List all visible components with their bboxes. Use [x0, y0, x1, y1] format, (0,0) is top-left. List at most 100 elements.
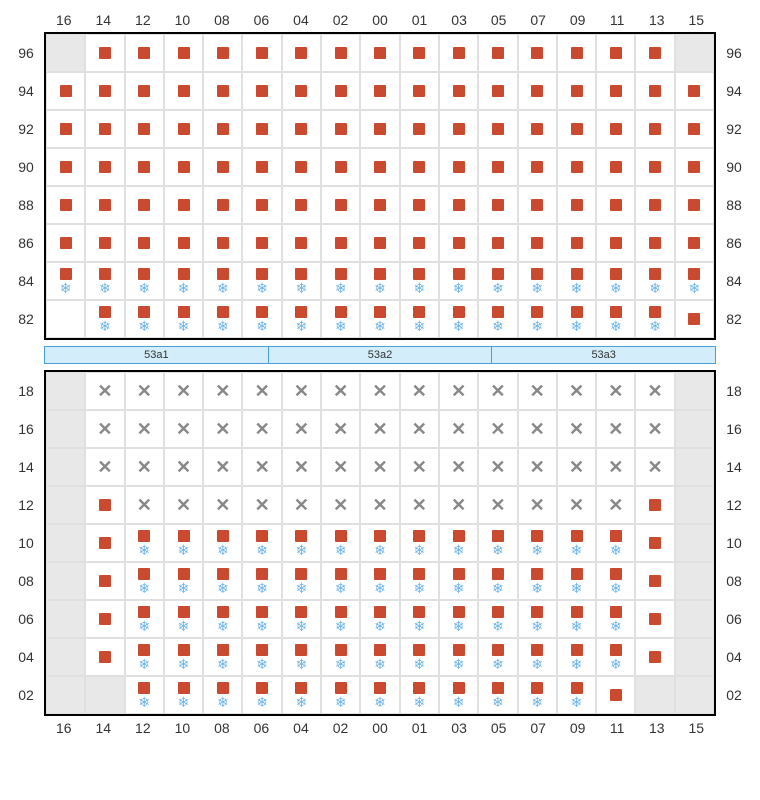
seat-cell[interactable]: ✕	[321, 486, 360, 524]
seat-cell[interactable]	[557, 34, 596, 72]
seat-cell[interactable]: ✕	[242, 486, 281, 524]
seat-cell[interactable]: ❄	[164, 600, 203, 638]
seat-cell[interactable]: ❄	[282, 676, 321, 714]
seat-cell[interactable]	[596, 34, 635, 72]
seat-cell[interactable]: ❄	[203, 562, 242, 600]
seat-cell[interactable]	[321, 72, 360, 110]
seat-cell[interactable]: ❄	[478, 562, 517, 600]
seat-cell[interactable]: ✕	[557, 486, 596, 524]
seat-cell[interactable]	[400, 72, 439, 110]
seat-cell[interactable]: ✕	[282, 486, 321, 524]
seat-cell[interactable]	[518, 186, 557, 224]
seat-cell[interactable]	[282, 72, 321, 110]
seat-cell[interactable]: ❄	[203, 524, 242, 562]
seat-cell[interactable]: ❄	[596, 300, 635, 338]
seat-cell[interactable]: ❄	[557, 638, 596, 676]
section-label[interactable]: 53a1	[45, 347, 269, 363]
seat-cell[interactable]	[635, 110, 674, 148]
seat-cell[interactable]: ✕	[635, 410, 674, 448]
seat-cell[interactable]: ✕	[360, 410, 399, 448]
seat-cell[interactable]	[125, 148, 164, 186]
seat-cell[interactable]	[282, 34, 321, 72]
seat-cell[interactable]: ❄	[596, 524, 635, 562]
seat-cell[interactable]: ❄	[518, 524, 557, 562]
seat-cell[interactable]: ❄	[203, 638, 242, 676]
seat-cell[interactable]: ❄	[635, 300, 674, 338]
seat-cell[interactable]	[635, 562, 674, 600]
seat-cell[interactable]: ❄	[439, 600, 478, 638]
seat-cell[interactable]	[282, 224, 321, 262]
seat-cell[interactable]	[439, 110, 478, 148]
seat-cell[interactable]	[557, 224, 596, 262]
seat-cell[interactable]: ✕	[360, 448, 399, 486]
seat-cell[interactable]: ❄	[360, 262, 399, 300]
seat-cell[interactable]: ✕	[557, 410, 596, 448]
seat-cell[interactable]: ❄	[321, 262, 360, 300]
seat-cell[interactable]	[203, 224, 242, 262]
seat-cell[interactable]	[46, 224, 85, 262]
seat-cell[interactable]: ✕	[203, 486, 242, 524]
seat-cell[interactable]: ✕	[164, 486, 203, 524]
seat-cell[interactable]	[478, 72, 517, 110]
seat-cell[interactable]: ❄	[85, 300, 124, 338]
seat-cell[interactable]: ❄	[360, 600, 399, 638]
seat-cell[interactable]	[85, 224, 124, 262]
seat-cell[interactable]: ❄	[125, 262, 164, 300]
seat-cell[interactable]: ❄	[478, 262, 517, 300]
seat-cell[interactable]: ❄	[125, 600, 164, 638]
seat-cell[interactable]: ❄	[242, 262, 281, 300]
seat-cell[interactable]: ✕	[635, 372, 674, 410]
seat-cell[interactable]	[282, 186, 321, 224]
seat-cell[interactable]	[360, 34, 399, 72]
seat-cell[interactable]	[46, 186, 85, 224]
seat-cell[interactable]: ❄	[282, 524, 321, 562]
seat-cell[interactable]: ❄	[164, 524, 203, 562]
seat-cell[interactable]: ❄	[596, 600, 635, 638]
seat-cell[interactable]	[439, 148, 478, 186]
seat-cell[interactable]: ✕	[85, 372, 124, 410]
seat-cell[interactable]	[400, 224, 439, 262]
seat-cell[interactable]	[164, 72, 203, 110]
seat-cell[interactable]	[400, 148, 439, 186]
seat-cell[interactable]	[203, 186, 242, 224]
seat-cell[interactable]	[675, 110, 714, 148]
seat-cell[interactable]: ❄	[439, 300, 478, 338]
seat-cell[interactable]: ✕	[400, 372, 439, 410]
seat-cell[interactable]	[282, 148, 321, 186]
seat-cell[interactable]	[164, 224, 203, 262]
seat-cell[interactable]	[635, 34, 674, 72]
seat-cell[interactable]: ✕	[125, 486, 164, 524]
seat-cell[interactable]: ✕	[400, 486, 439, 524]
seat-cell[interactable]: ❄	[400, 600, 439, 638]
seat-cell[interactable]: ❄	[557, 300, 596, 338]
seat-cell[interactable]: ✕	[164, 448, 203, 486]
seat-cell[interactable]: ✕	[203, 448, 242, 486]
seat-cell[interactable]: ✕	[518, 410, 557, 448]
seat-cell[interactable]	[321, 186, 360, 224]
seat-cell[interactable]: ✕	[557, 372, 596, 410]
seat-cell[interactable]: ❄	[635, 262, 674, 300]
seat-cell[interactable]: ❄	[518, 262, 557, 300]
seat-cell[interactable]	[125, 72, 164, 110]
seat-cell[interactable]	[321, 224, 360, 262]
seat-cell[interactable]	[557, 110, 596, 148]
seat-cell[interactable]: ❄	[164, 262, 203, 300]
seat-cell[interactable]: ✕	[596, 372, 635, 410]
seat-cell[interactable]: ❄	[518, 676, 557, 714]
seat-cell[interactable]: ❄	[321, 638, 360, 676]
seat-cell[interactable]: ❄	[596, 262, 635, 300]
seat-cell[interactable]	[400, 110, 439, 148]
seat-cell[interactable]: ✕	[242, 410, 281, 448]
seat-cell[interactable]: ❄	[360, 676, 399, 714]
seat-cell[interactable]	[478, 148, 517, 186]
seat-cell[interactable]: ✕	[596, 448, 635, 486]
seat-cell[interactable]	[360, 148, 399, 186]
seat-cell[interactable]: ✕	[439, 486, 478, 524]
seat-cell[interactable]	[675, 72, 714, 110]
seat-cell[interactable]: ❄	[360, 562, 399, 600]
seat-cell[interactable]: ✕	[164, 372, 203, 410]
seat-cell[interactable]: ❄	[203, 600, 242, 638]
seat-cell[interactable]: ❄	[321, 300, 360, 338]
seat-cell[interactable]: ✕	[164, 410, 203, 448]
seat-cell[interactable]	[675, 148, 714, 186]
